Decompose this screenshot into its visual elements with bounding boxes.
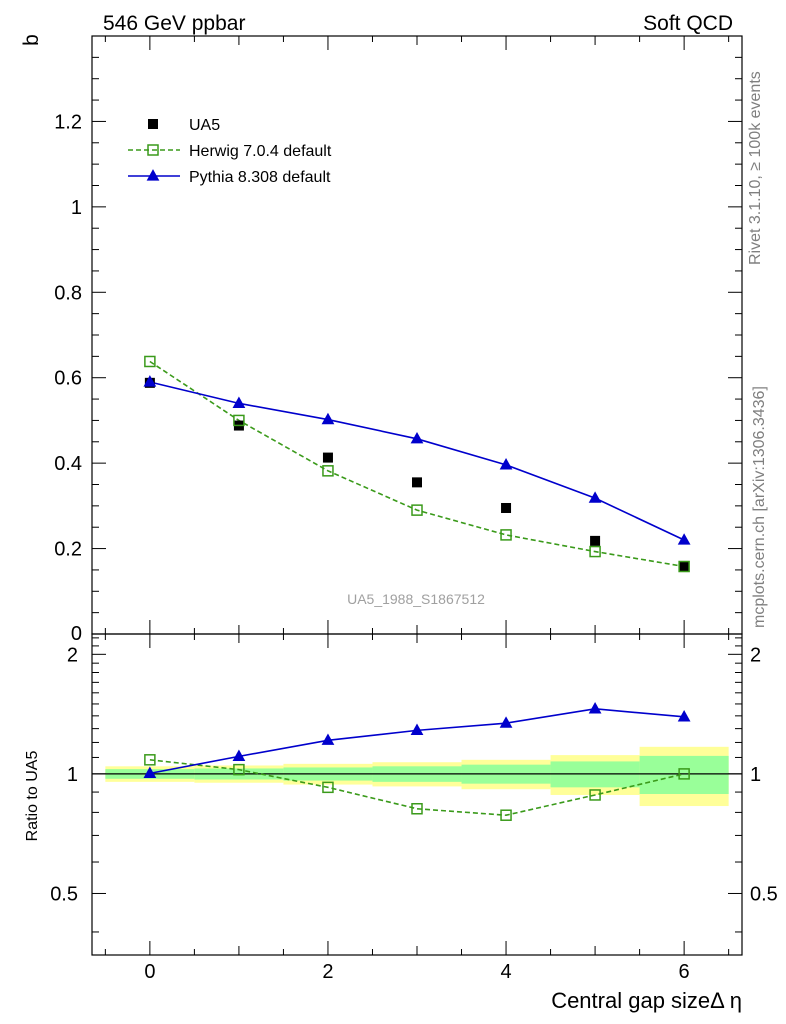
analysis-watermark: UA5_1988_S1867512 [347, 591, 485, 607]
pythia-main-point [499, 458, 513, 470]
main-y-tick-label: 0.4 [54, 453, 82, 475]
legend-pythia-label: Pythia 8.308 default [189, 169, 331, 186]
x-tick-label: 2 [322, 961, 333, 983]
rivet-version-label: Rivet 3.1.10, ≥ 100k events [747, 71, 764, 265]
legend: UA5 Herwig 7.0.4 default Pythia 8.308 defa… [128, 117, 332, 186]
pythia-ratio-point [232, 749, 246, 761]
pythia-ratio-point [588, 702, 602, 714]
header-left-title: 546 GeV ppbar [103, 12, 245, 35]
ratio-y-tick-label-left: 2 [67, 644, 78, 666]
band-inner-6 [639, 755, 729, 794]
tick-labels: 00.20.40.60.811.20.5 0.51 12 20 2 4 6 [50, 111, 778, 983]
main-y-tick-label: 0.8 [54, 282, 82, 304]
mcplots-label: mcplots.cern.ch [arXiv:1306.3436] [751, 386, 768, 628]
pythia-ratio-point [143, 766, 157, 778]
pythia-main-point [232, 396, 246, 408]
x-tick-label: 4 [500, 961, 511, 983]
ua5-data-point [590, 535, 601, 546]
main-y-tick-label: 1.2 [54, 111, 82, 133]
herwig-main-point [322, 465, 334, 477]
ratio-y-tick-label-left: 1 [67, 764, 78, 786]
ua5-data-point [501, 502, 512, 513]
ratio-y-tick-label-right: 1 [750, 764, 761, 786]
pythia-main-point [321, 412, 335, 425]
pythia-main-line [149, 381, 685, 541]
ua5-data-point [322, 452, 333, 463]
series-lines [149, 360, 685, 817]
main-y-tick-label: 1 [71, 197, 82, 219]
header-right-title: Soft QCD [643, 12, 733, 35]
x-axis-label: Central gap sizeΔ η [551, 988, 742, 1013]
herwig-main-point [144, 355, 156, 368]
herwig-main-point [233, 414, 245, 427]
ratio-y-tick-label-right: 0.5 [750, 883, 778, 905]
ua5-data-point [679, 561, 690, 572]
series-markers [143, 355, 691, 821]
legend-ua5-marker [148, 119, 158, 129]
herwig-ratio-point [144, 754, 156, 766]
herwig-main-line [149, 360, 685, 568]
main-y-tick-label: 0.2 [54, 539, 82, 561]
pythia-ratio-point [321, 733, 335, 745]
x-tick-label: 0 [144, 961, 155, 983]
tick-marks [92, 35, 742, 955]
legend-ua5-label: UA5 [189, 117, 220, 134]
herwig-ratio-point [678, 768, 690, 780]
herwig-ratio-point [411, 803, 423, 815]
herwig-ratio-point [233, 763, 245, 776]
main-y-tick-label: 0.6 [54, 368, 82, 390]
legend-herwig-label: Herwig 7.0.4 default [189, 143, 332, 160]
pythia-main-point [410, 431, 424, 444]
ua5-data-point [412, 477, 422, 488]
ratio-bands [105, 746, 729, 807]
herwig-ratio-point [322, 781, 334, 794]
legend-herwig-marker [147, 144, 159, 156]
ratio-y-tick-label-right: 2 [750, 644, 761, 666]
herwig-main-point [589, 545, 601, 558]
herwig-ratio-point [500, 809, 512, 821]
pythia-ratio-point [410, 723, 424, 735]
ratio-y-tick-label-left: 0.5 [50, 883, 78, 905]
herwig-main-point [678, 560, 690, 573]
herwig-ratio-point [589, 789, 601, 801]
main-y-axis-label: b [20, 34, 43, 46]
x-tick-label: 6 [679, 961, 690, 983]
pythia-ratio-point [677, 710, 691, 722]
pythia-main-point [677, 533, 691, 545]
herwig-main-point [411, 504, 423, 516]
pythia-main-point [143, 375, 157, 387]
herwig-main-point [500, 529, 512, 541]
pythia-main-point [588, 491, 602, 503]
herwig-ratio-line [149, 759, 685, 817]
pythia-ratio-point [499, 716, 513, 728]
ratio-y-axis-label: Ratio to UA5 [24, 751, 41, 842]
main-y-tick-label: 0 [71, 623, 82, 645]
legend-pythia-marker [146, 169, 160, 181]
